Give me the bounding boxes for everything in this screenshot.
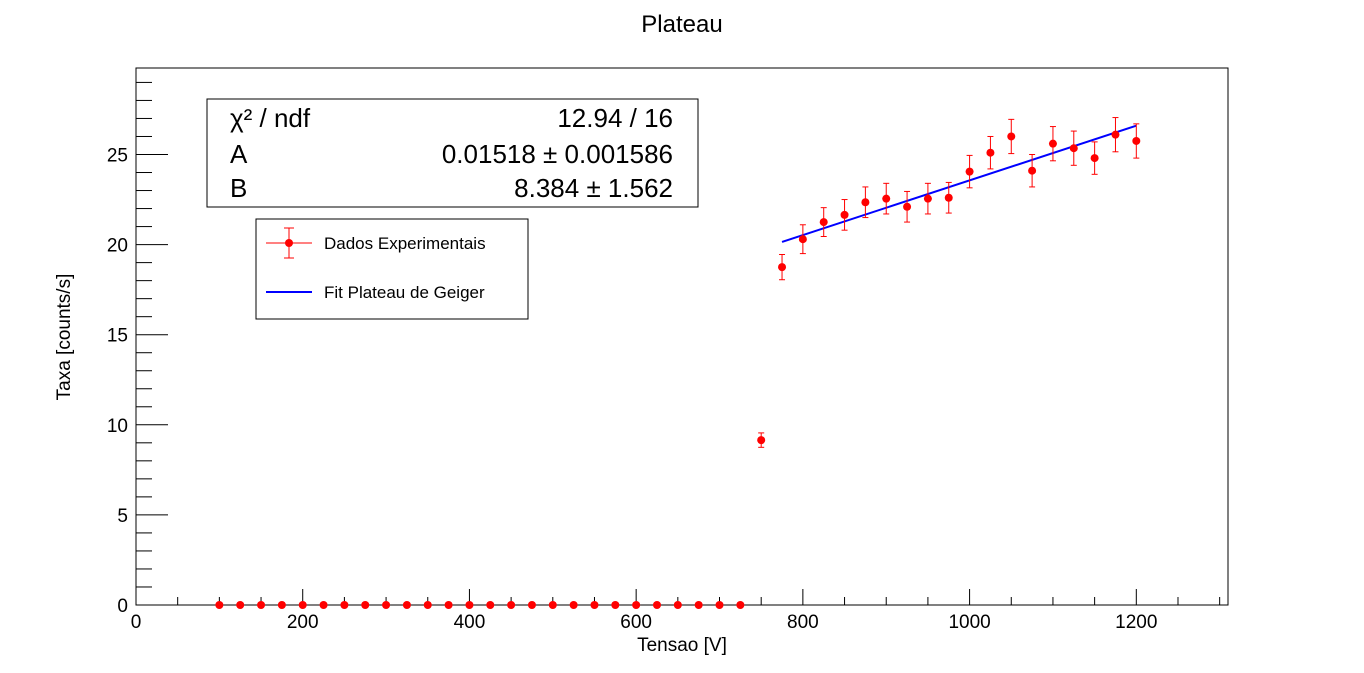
data-point (444, 601, 453, 609)
stats-row-a-label: A (230, 139, 248, 169)
data-point (527, 601, 536, 609)
data-point (694, 601, 703, 609)
data-point (236, 601, 245, 609)
data-point (298, 601, 307, 609)
x-tick-label: 600 (620, 612, 652, 633)
data-point (986, 148, 995, 157)
data-point (257, 601, 266, 609)
fit-line (781, 124, 1137, 243)
data-point (840, 210, 849, 219)
data-point (944, 193, 953, 202)
data-point (965, 167, 974, 176)
data-point (715, 601, 724, 609)
y-axis-ticks (136, 81, 168, 606)
y-tick-label: 10 (107, 416, 128, 437)
x-tick-label: 1000 (948, 612, 990, 633)
data-point (1069, 144, 1078, 153)
legend-marker-data (266, 227, 312, 259)
data-point (1007, 132, 1016, 141)
data-point (1132, 136, 1141, 145)
data-point (632, 601, 641, 609)
legend-label-data: Dados Experimentais (324, 234, 486, 253)
x-tick-label: 400 (454, 612, 486, 633)
x-tick-label: 200 (287, 612, 319, 633)
stats-box: χ² / ndf 12.94 / 16 A 0.01518 ± 0.001586… (206, 98, 699, 208)
data-point (923, 194, 932, 203)
y-tick-label: 5 (117, 506, 128, 527)
data-point (736, 601, 745, 609)
data-point (569, 601, 578, 609)
data-point (548, 601, 557, 609)
data-point (1028, 166, 1037, 175)
data-point (382, 601, 391, 609)
y-axis-label: Taxa [counts/s] (54, 274, 75, 401)
data-point (340, 601, 349, 609)
data-point (611, 601, 620, 609)
x-tick-label: 0 (131, 612, 142, 633)
x-axis-tick-labels: 0 200 400 600 800 1000 1200 (131, 612, 1158, 633)
data-point (277, 601, 286, 609)
data-points (215, 117, 1141, 609)
y-tick-label: 15 (107, 326, 128, 347)
chart-title: Plateau (641, 11, 722, 38)
data-point (1111, 130, 1120, 139)
data-point (1048, 139, 1057, 148)
data-point (1090, 154, 1099, 163)
y-tick-label: 25 (107, 145, 128, 166)
x-axis-label: Tensao [V] (637, 635, 727, 656)
data-point (903, 202, 912, 211)
data-point (319, 601, 328, 609)
data-point (778, 263, 787, 272)
data-point (507, 601, 516, 609)
stats-box-frame (206, 98, 699, 208)
stats-row-a-value: 0.01518 ± 0.001586 (442, 139, 673, 169)
y-tick-label: 0 (117, 596, 128, 617)
data-point (757, 436, 766, 445)
legend-label-fit: Fit Plateau de Geiger (324, 283, 485, 302)
data-point (361, 601, 370, 609)
plot-frame (135, 67, 1229, 606)
stats-row-chi2-label: χ² / ndf (230, 103, 311, 133)
stats-row-b-label: B (230, 173, 247, 203)
data-point (423, 601, 432, 609)
data-point (215, 601, 224, 609)
data-point (652, 601, 661, 609)
stats-row-b-value: 8.384 ± 1.562 (514, 173, 673, 203)
data-point (861, 198, 870, 207)
x-tick-label: 1200 (1115, 612, 1157, 633)
legend-frame (255, 218, 529, 320)
data-point (465, 601, 474, 609)
data-point (673, 601, 682, 609)
data-point (486, 601, 495, 609)
data-point (798, 235, 807, 244)
y-axis-tick-labels: 0 5 10 15 20 25 (107, 145, 128, 617)
data-point (402, 601, 411, 609)
stats-row-chi2-value: 12.94 / 16 (557, 103, 673, 133)
data-point (882, 194, 891, 203)
x-tick-label: 800 (787, 612, 819, 633)
y-tick-label: 20 (107, 236, 128, 257)
fit-line-segment (781, 124, 1137, 243)
legend: Dados Experimentais Fit Plateau de Geige… (255, 218, 529, 320)
data-point (590, 601, 599, 609)
data-point (819, 218, 828, 227)
